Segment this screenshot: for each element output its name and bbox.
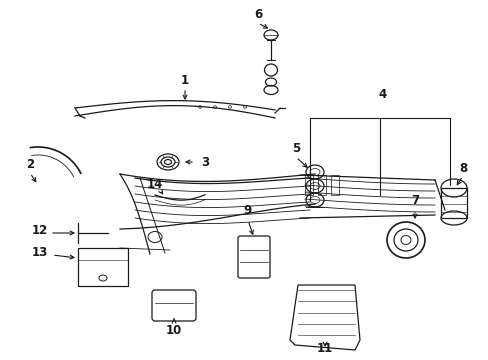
Bar [317,175,325,195]
Text: 8: 8 [458,162,466,175]
Text: 12: 12 [32,224,48,237]
Text: 4: 4 [378,89,386,102]
Text: 13: 13 [32,247,48,260]
Text: 2: 2 [26,158,34,171]
Text: 9: 9 [244,203,252,216]
Text: 5: 5 [291,141,300,154]
Text: 3: 3 [201,156,209,168]
Text: 1: 1 [181,73,189,86]
Text: 7: 7 [410,194,418,207]
Text: 11: 11 [316,342,332,355]
Text: 14: 14 [146,179,163,192]
Text: 6: 6 [253,9,262,22]
Bar [305,175,312,195]
Text: 10: 10 [165,324,182,337]
Bar [330,175,338,195]
Bar [440,188,466,218]
